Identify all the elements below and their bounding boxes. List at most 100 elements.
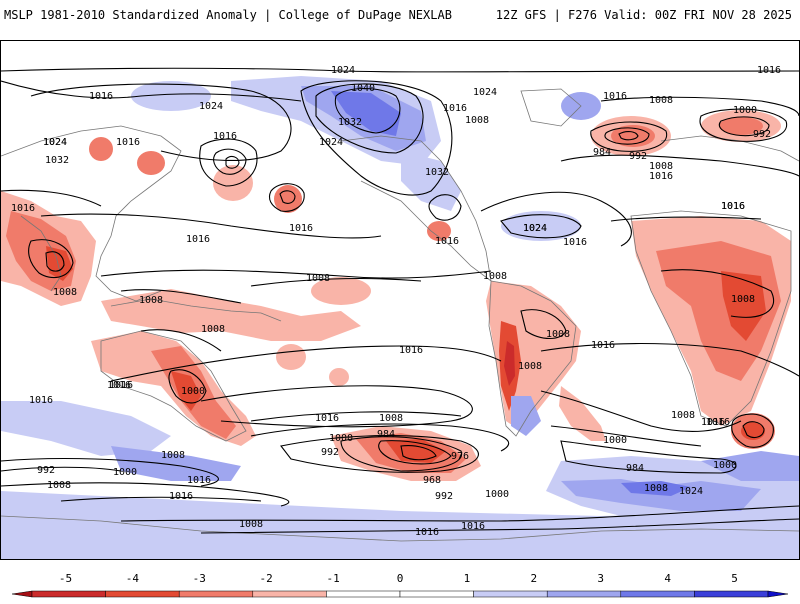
isobar-label: 1024 [331,65,355,76]
anomaly-region-pacific-eq-blob [311,277,371,305]
colorbar-segment [105,590,180,598]
anomaly-region-nw-pacific-low [213,165,253,201]
anomaly-region-sea-low [276,344,306,370]
colorbar-tick-label: 0 [396,572,404,585]
isobar-label: 1016 [109,380,133,391]
isobar-label: 1016 [213,131,237,142]
isobar-label: 1016 [443,103,467,114]
isobar-label: 1024 [43,137,67,148]
colorbar-segment [178,590,254,598]
isobar-1008-africa [660,269,774,318]
anomaly-region-australia-deep [171,371,201,411]
isobar-1000-s-atlantic [550,425,702,447]
isobar-label: 1008 [671,410,695,421]
isobar-label: 1024 [473,87,497,98]
coastline-europe [660,135,799,162]
model-run-info: 12Z GFS | F276 Valid: 00Z FRI NOV 28 202… [495,8,792,22]
isobar-1008-indonesia [120,289,242,304]
isobar-1008-s-atlantic [540,390,742,432]
colorbar-tick-label: -3 [192,572,206,585]
isobar-label: 1016 [706,417,730,428]
isobar-label: 1016 [289,223,313,234]
isobar-label: 1016 [399,345,423,356]
anomaly-region-atlantic-high [501,211,581,241]
isobar-1000-scandinavia [699,108,788,142]
anomaly-region-s-atlantic-trough [559,386,606,441]
colorbar-segment [252,590,327,598]
anomaly-region-africa-deep [721,271,766,341]
isobar-1000-australia [168,369,207,404]
isobar-label: 1040 [351,83,375,94]
isobar-label: 1032 [425,167,449,178]
isobar-976-s-pacific [378,440,452,465]
isobar-992-southern-w [1,466,122,472]
isobar-label: 1016 [649,171,673,182]
isobar-1016-pacific-eq [100,269,492,279]
isobar-label: 1016 [757,65,781,76]
colorbar-segment [546,590,622,598]
anomaly-region-japan-low [137,151,165,175]
anomaly-region-mexico-blob [427,221,451,241]
isobar-968-s-pacific [400,445,437,461]
isobar-label: 1008 [47,480,71,491]
isobar-1016-south-pacific [110,345,502,382]
anomaly-region-canada-high [401,151,461,211]
colorbar-arrow-right [767,590,789,598]
colorbar: -5 -4 -3 -2 -1 0 1 2 3 4 5 [0,570,800,600]
isobar-label: 1016 [107,380,131,391]
isobar-1000-s-pacific [250,423,510,452]
isobar-1000-pacific-low2 [279,190,296,204]
isobar-label: 1024 [43,137,67,148]
isobar-label: 1000 [181,386,205,397]
colorbar-segment [399,590,474,598]
isobar-label: 1024 [319,137,343,148]
isobar-label: 992 [629,151,647,162]
isobar-label: 992 [321,447,339,458]
isobar-label: 1000 [713,460,737,471]
isobar-label: 1000 [733,105,757,116]
isobar-1016-s-atlantic [540,342,799,377]
isobar-label: 1016 [563,237,587,248]
isobar-label: 1008 [306,273,330,284]
anomaly-region-andes-deep [504,341,515,386]
isobar-label: 1016 [187,475,211,486]
colorbar-segment [473,590,548,598]
isobar-label: 1008 [483,271,507,282]
isobar-1024-canada [300,80,453,196]
isobar-label: 1032 [45,155,69,166]
isobar-label: 984 [626,463,644,474]
positive-anomaly-shading [1,76,799,559]
isobar-1016-india [1,189,102,207]
coastline-antarctica [1,515,799,542]
isobar-label: 1008 [161,450,185,461]
isobar-1000-iceland [590,121,668,152]
isobar-1008-europe [600,96,799,117]
isobar-1008-pacific-eq [250,277,422,287]
isobar-1008-pacific-low2 [268,183,305,212]
colorbar-tick-label: -4 [125,572,139,585]
isobar-label: 968 [423,475,441,486]
isobar-label: 1016 [461,521,485,532]
isobar-label: 984 [593,147,611,158]
isobar-label: 1016 [415,527,439,538]
isobar-1008-southern-w [1,482,290,507]
isobar-labels: 1024 1016 1040 1016 1024 1024 1016 1016 … [11,65,781,538]
isobar-label: 1016 [186,234,210,245]
isobar-label: 1000 [113,467,137,478]
colorbar-tick-label: 4 [664,572,671,585]
anomaly-region-alaska-high-deep [331,91,401,136]
colorbar-segment [326,590,401,598]
coastline-australia [100,330,247,442]
isobar-label: 1024 [679,486,703,497]
isobar-992-indian-low [742,421,765,438]
isobar-label: 984 [377,429,395,440]
isobar-992-s-pacific [280,435,479,473]
anomaly-region-pacific-low-2 [274,185,302,213]
isobar-label: 1008 [644,483,668,494]
isobar-label: 1008 [649,161,673,172]
isobar-label: 1008 [465,115,489,126]
isobar-label: 1016 [603,91,627,102]
isobar-label: 1024 [199,101,223,112]
isobar-1016-atlantic [480,191,632,247]
isobar-1032-us [428,194,462,221]
